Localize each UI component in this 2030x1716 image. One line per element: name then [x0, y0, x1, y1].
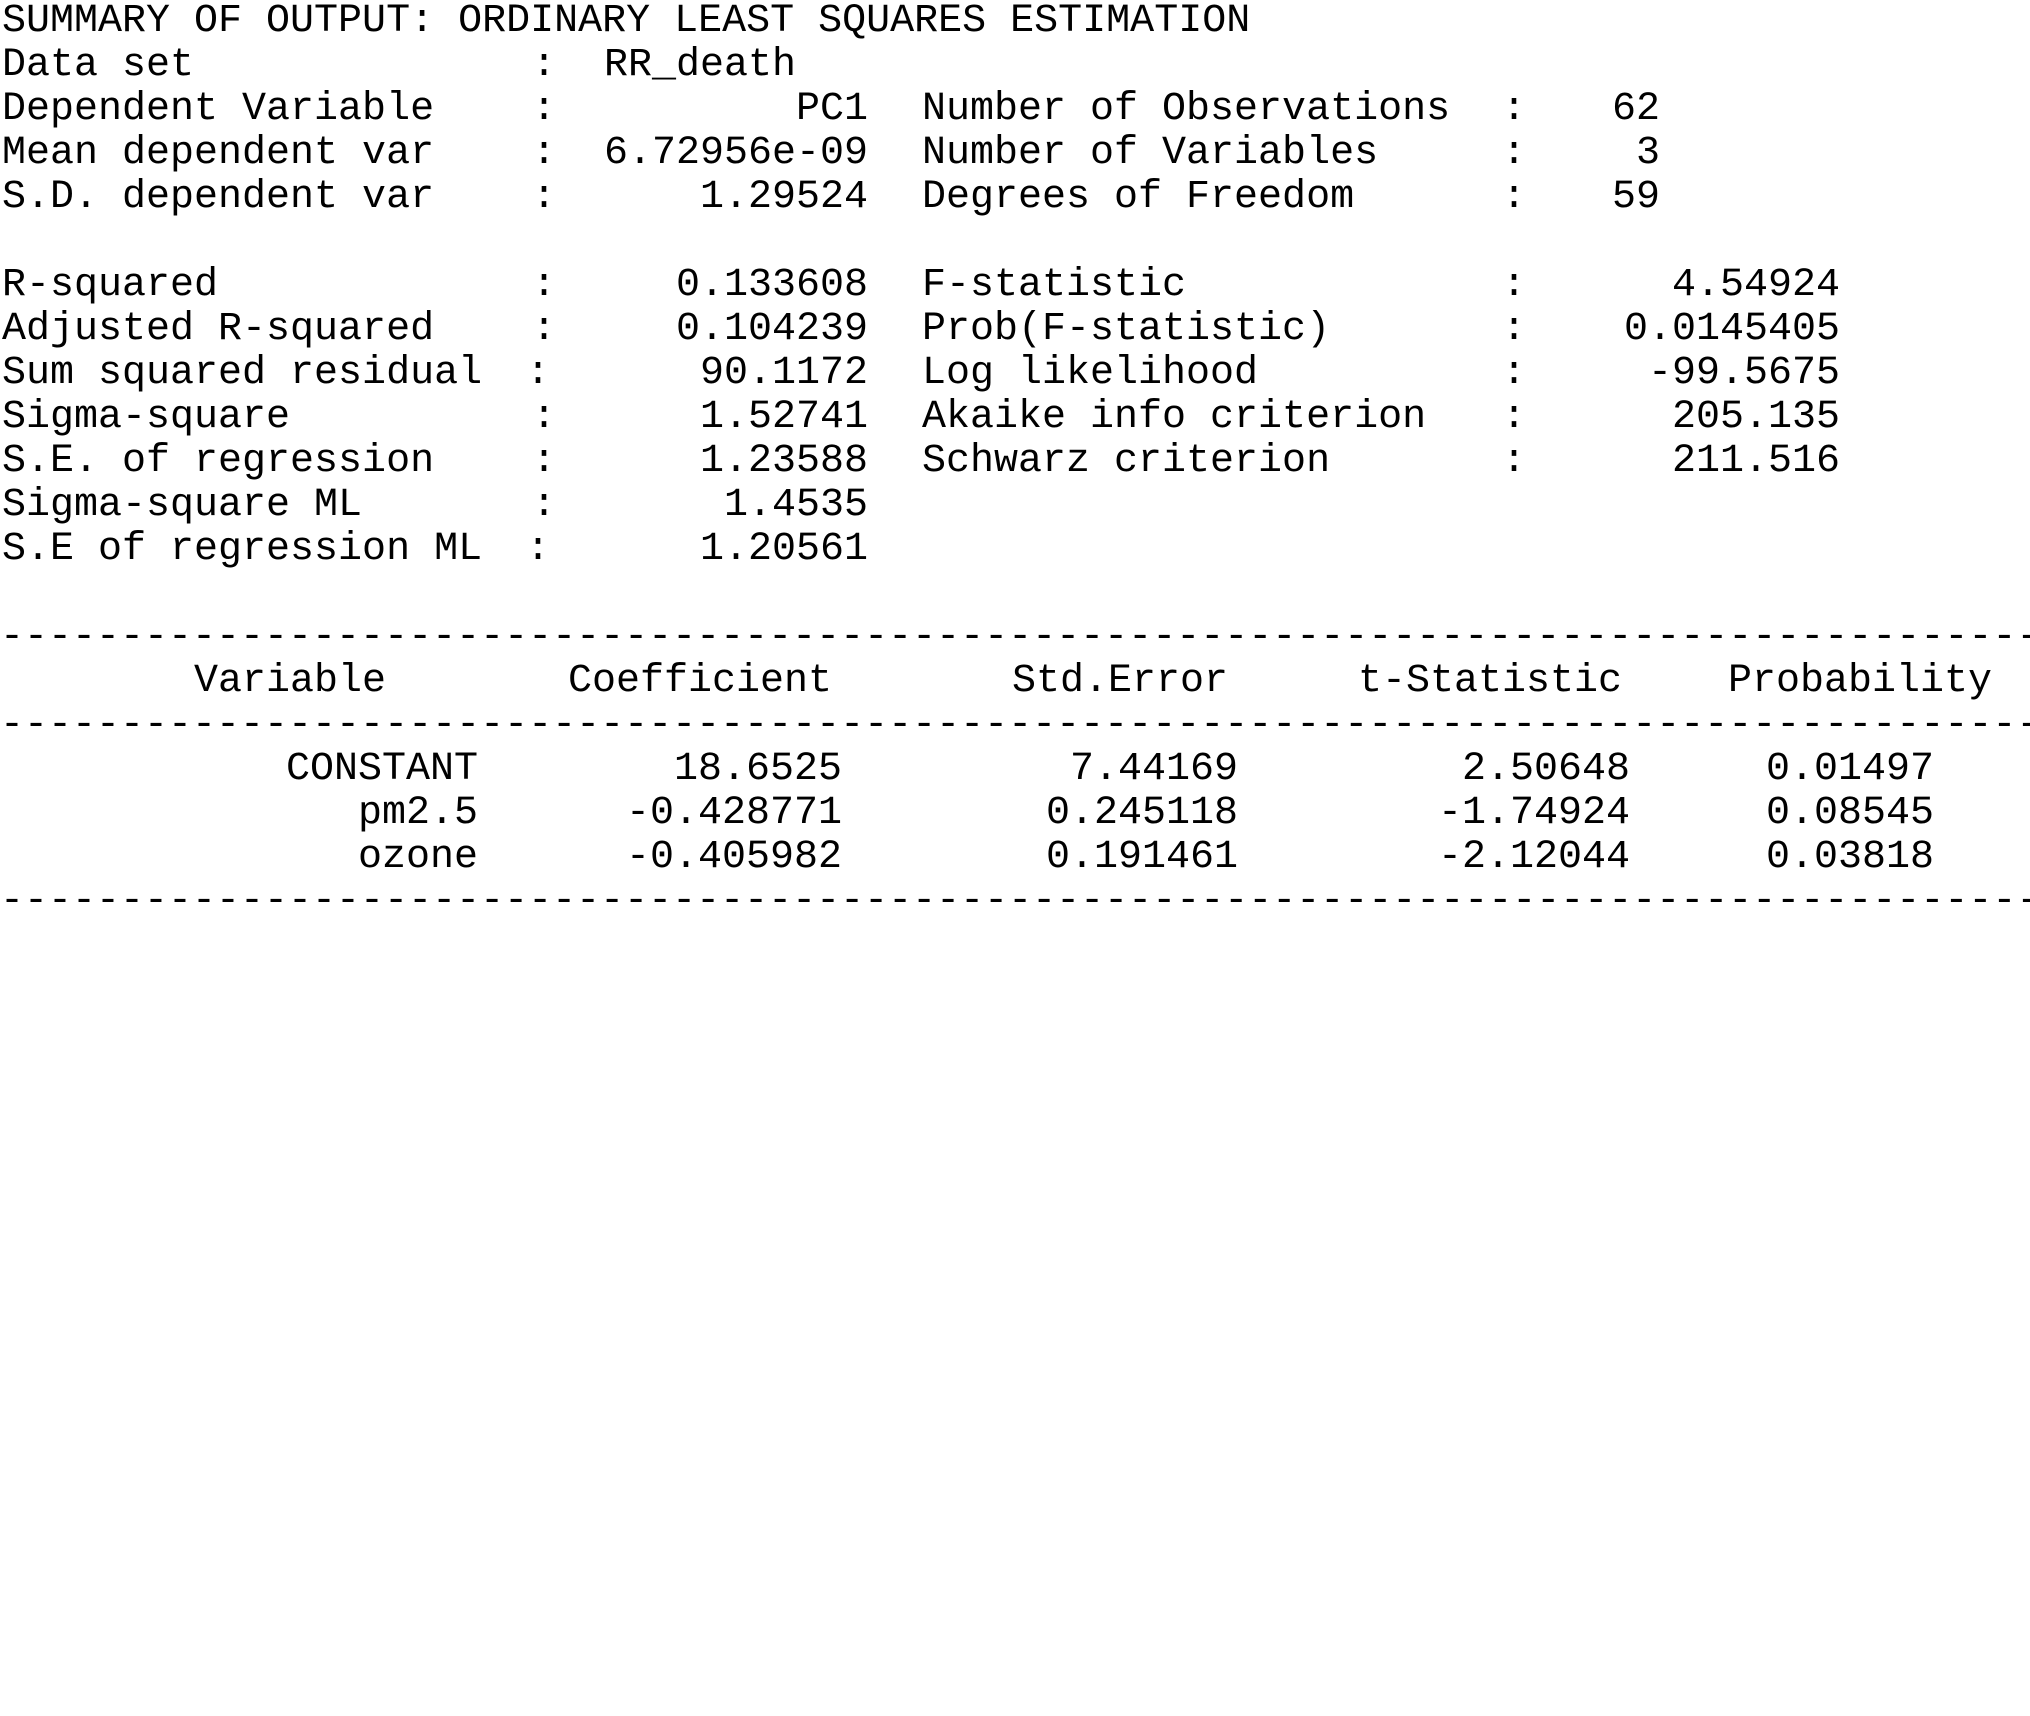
- cell-std-error: 0.245118: [1045, 791, 1238, 836]
- cell-std-error: 0.191461: [1045, 835, 1238, 880]
- dataset-label: Data set: [2, 43, 195, 88]
- cell-std-error: 7.44169: [1069, 747, 1238, 792]
- stat-line: S.D. dependent var : 1.29524 Degrees of …: [0, 176, 1660, 220]
- stat-value: 1.29524: [699, 175, 868, 220]
- colon: :: [532, 483, 557, 528]
- colon: :: [1502, 307, 1527, 352]
- dataset-value: RR_death: [604, 43, 797, 88]
- stat-value: 59: [1611, 175, 1660, 220]
- stat-label: F-statistic: [922, 263, 1187, 308]
- cell-variable: ozone: [357, 835, 478, 880]
- colon: :: [1502, 439, 1527, 484]
- stat-line: Sum squared residual : 90.1172 Log likel…: [0, 352, 1840, 396]
- cell-probability: 0.01497: [1765, 747, 1935, 792]
- cell-variable: pm2.5: [357, 791, 478, 836]
- column-header-probability: Probability: [1727, 659, 1993, 704]
- cell-t-statistic: 2.50648: [1461, 747, 1630, 792]
- table-rule-mid: ----------------------------------------…: [0, 704, 2030, 748]
- colon: :: [526, 351, 551, 396]
- colon: :: [1502, 263, 1527, 308]
- colon: :: [532, 439, 557, 484]
- stat-label: Number of Variables: [922, 131, 1379, 176]
- stat-value: 4.54924: [1671, 263, 1840, 308]
- cell-coefficient: -0.428771: [625, 791, 842, 836]
- stat-line: R-squared : 0.133608 F-statistic : 4.549…: [0, 264, 1840, 308]
- stat-label: Number of Observations: [922, 87, 1451, 132]
- table-header: Variable Coefficient Std.Error t-Statist…: [0, 660, 1992, 704]
- cell-probability: 0.03818: [1765, 835, 1935, 880]
- colon: :: [1502, 175, 1527, 220]
- stat-value: 1.20561: [699, 527, 868, 572]
- colon: :: [532, 395, 557, 440]
- report-title-text: SUMMARY OF OUTPUT: ORDINARY LEAST SQUARE…: [2, 0, 1251, 44]
- stat-label: S.E of regression ML: [2, 527, 483, 572]
- stat-value: 205.135: [1671, 395, 1840, 440]
- stat-value: 211.516: [1671, 439, 1840, 484]
- colon: :: [532, 175, 557, 220]
- stat-value: 3: [1635, 131, 1660, 176]
- stat-line: Adjusted R-squared : 0.104239 Prob(F-sta…: [0, 308, 1840, 352]
- stat-label: Schwarz criterion: [922, 439, 1331, 484]
- colon: :: [532, 307, 557, 352]
- stat-line: Sigma-square ML : 1.4535: [0, 484, 868, 528]
- stat-label: S.E. of regression: [2, 439, 435, 484]
- stat-label: Dependent Variable: [2, 87, 435, 132]
- cell-t-statistic: -2.12044: [1437, 835, 1630, 880]
- cell-t-statistic: -1.74924: [1437, 791, 1630, 836]
- stat-value: 0.104239: [675, 307, 868, 352]
- column-header-coefficient: Coefficient: [567, 659, 833, 704]
- stat-value: 0.133608: [675, 263, 868, 308]
- stat-value: -99.5675: [1647, 351, 1840, 396]
- stat-line: S.E. of regression : 1.23588 Schwarz cri…: [0, 440, 1840, 484]
- column-header-std-error: Std.Error: [1011, 659, 1229, 704]
- stat-label: Sum squared residual: [2, 351, 483, 396]
- stat-label: S.D. dependent var: [2, 175, 435, 220]
- table-row: CONSTANT 18.6525 7.44169 2.50648 0.01497: [0, 748, 1934, 792]
- stat-line: S.E of regression ML : 1.20561: [0, 528, 868, 572]
- stat-value: 1.4535: [723, 483, 868, 528]
- stat-label: Mean dependent var: [2, 131, 435, 176]
- stat-line: Sigma-square : 1.52741 Akaike info crite…: [0, 396, 1840, 440]
- cell-coefficient: 18.6525: [673, 747, 842, 792]
- stat-label: R-squared: [2, 263, 219, 308]
- colon: :: [532, 43, 557, 88]
- colon: :: [1502, 87, 1527, 132]
- stat-line: Dependent Variable : PC1 Number of Obser…: [0, 88, 1660, 132]
- stat-value: 1.52741: [699, 395, 868, 440]
- stat-value: PC1: [795, 87, 868, 132]
- stat-value: 62: [1611, 87, 1660, 132]
- stat-line: Mean dependent var : 6.72956e-09 Number …: [0, 132, 1660, 176]
- table-row: pm2.5 -0.428771 0.245118 -1.74924 0.0854…: [0, 792, 1934, 836]
- stat-value: 90.1172: [699, 351, 868, 396]
- column-header-t-statistic: t-Statistic: [1357, 659, 1623, 704]
- stat-value: 0.0145405: [1623, 307, 1840, 352]
- dataset-line: Data set : RR_death: [0, 44, 796, 88]
- stat-label: Degrees of Freedom: [922, 175, 1355, 220]
- colon: :: [532, 87, 557, 132]
- cell-variable: CONSTANT: [285, 747, 478, 792]
- colon: :: [532, 263, 557, 308]
- stat-value: 6.72956e-09: [603, 131, 868, 176]
- stat-label: Prob(F-statistic): [922, 307, 1331, 352]
- colon: :: [1502, 131, 1527, 176]
- column-header-variable: Variable: [193, 659, 387, 704]
- cell-probability: 0.08545: [1765, 791, 1935, 836]
- cell-coefficient: -0.405982: [625, 835, 842, 880]
- stat-value: 1.23588: [699, 439, 868, 484]
- table-rule-top: ----------------------------------------…: [0, 616, 2030, 660]
- stat-label: Sigma-square: [2, 395, 291, 440]
- colon: :: [1502, 395, 1527, 440]
- stat-label: Adjusted R-squared: [2, 307, 435, 352]
- colon: :: [1502, 351, 1527, 396]
- stat-label: Akaike info criterion: [922, 395, 1427, 440]
- stat-label: Sigma-square ML: [2, 483, 363, 528]
- stat-label: Log likelihood: [922, 351, 1259, 396]
- report-title: SUMMARY OF OUTPUT: ORDINARY LEAST SQUARE…: [0, 0, 1250, 44]
- colon: :: [526, 527, 551, 572]
- table-row: ozone -0.405982 0.191461 -2.12044 0.0381…: [0, 836, 1934, 880]
- table-rule-bottom: ----------------------------------------…: [0, 880, 2030, 924]
- ols-summary-report: SUMMARY OF OUTPUT: ORDINARY LEAST SQUARE…: [0, 0, 2030, 924]
- colon: :: [532, 131, 557, 176]
